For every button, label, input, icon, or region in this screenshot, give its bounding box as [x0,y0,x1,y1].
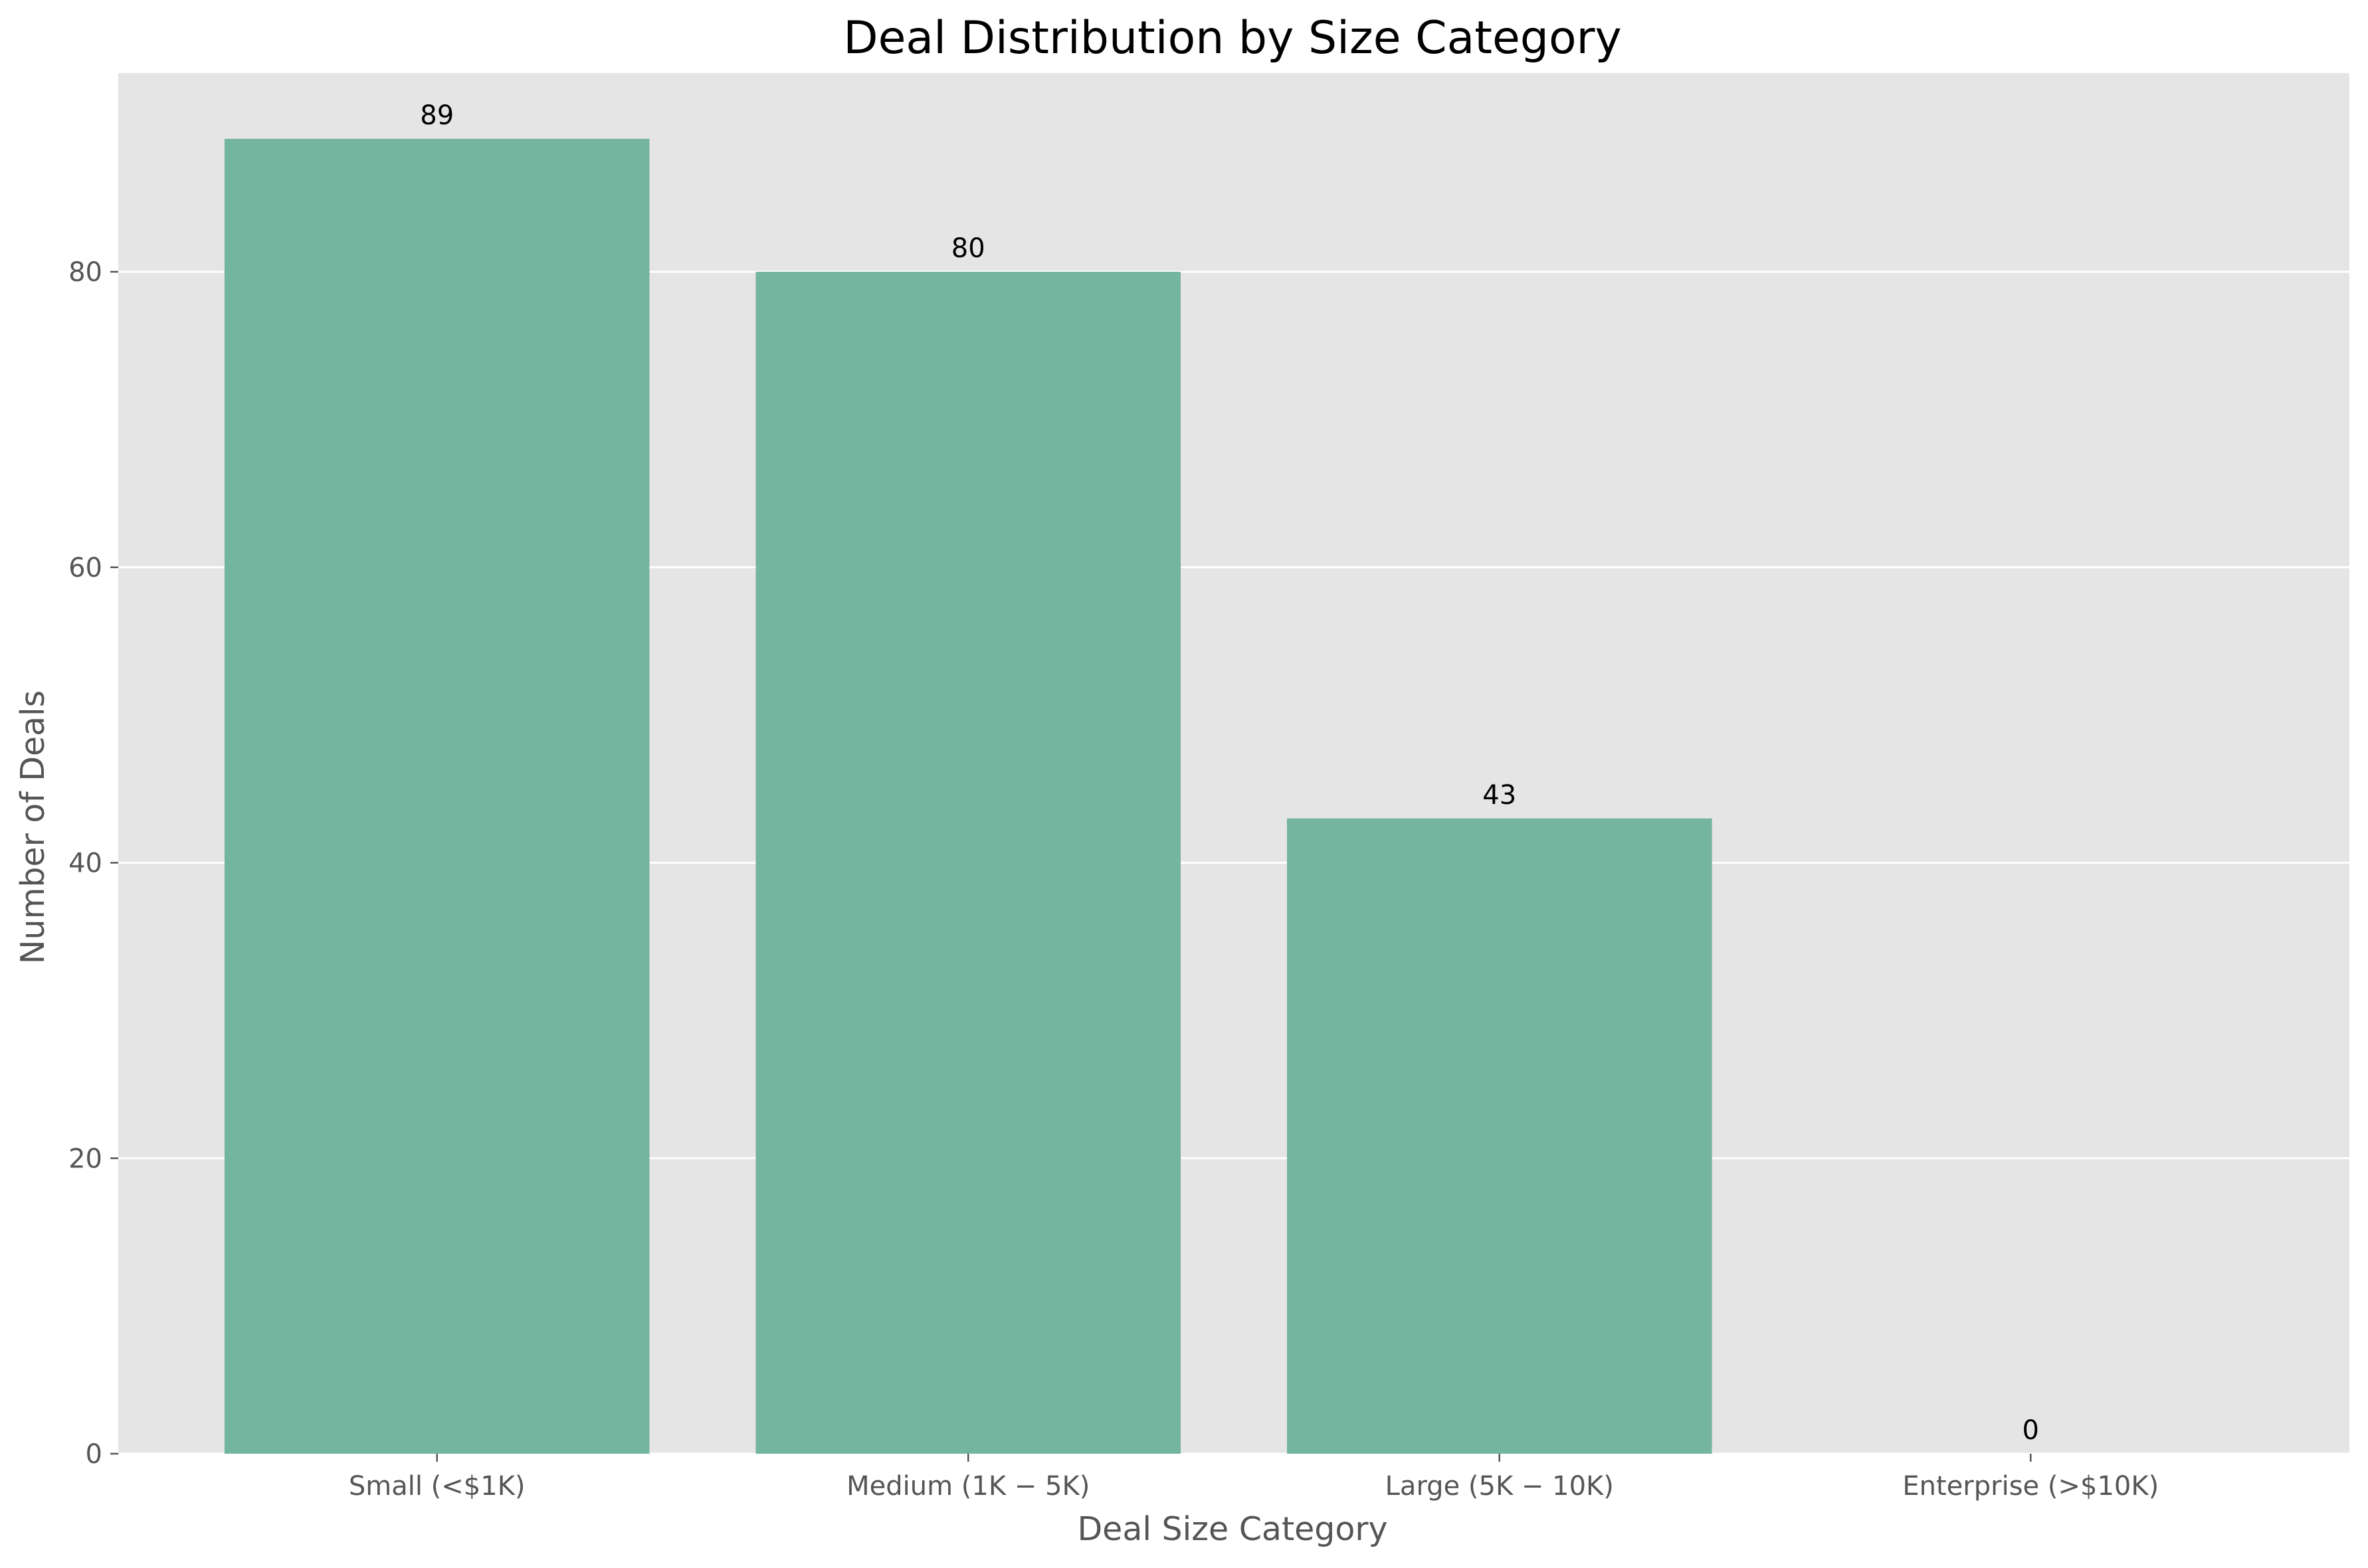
y-tick-label-80: 80 [68,257,102,288]
y-axis-ticks: 0 20 40 60 80 [68,257,118,1470]
data-label-0: 89 [420,100,454,131]
y-tick-label-60: 60 [68,553,102,583]
data-label-1: 80 [951,233,985,264]
x-tick-label-1: Medium (1K − 5K) [846,1471,1090,1502]
data-label-2: 43 [1482,780,1516,811]
data-label-3: 0 [2023,1415,2039,1446]
x-tick-label-3: Enterprise (>$10K) [1902,1471,2159,1502]
y-tick-label-20: 20 [68,1143,102,1174]
data-labels: 89 80 43 0 [420,100,2039,1446]
bar-1 [755,272,1181,1454]
x-axis-label: Deal Size Category [1077,1510,1387,1548]
x-tick-label-2: Large (5K − 10K) [1385,1471,1614,1502]
y-tick-label-0: 0 [86,1439,102,1470]
bar-0 [224,138,650,1454]
y-tick-label-40: 40 [68,848,102,879]
bar-2 [1286,818,1712,1454]
x-tick-label-0: Small (<$1K) [349,1471,526,1502]
y-axis-label: Number of Deals [14,690,52,964]
x-axis-ticks: Small (<$1K) Medium (1K − 5K) Large (5K − … [349,1454,2159,1502]
bars [224,138,1712,1454]
chart-title: Deal Distribution by Size Category [843,12,1622,64]
